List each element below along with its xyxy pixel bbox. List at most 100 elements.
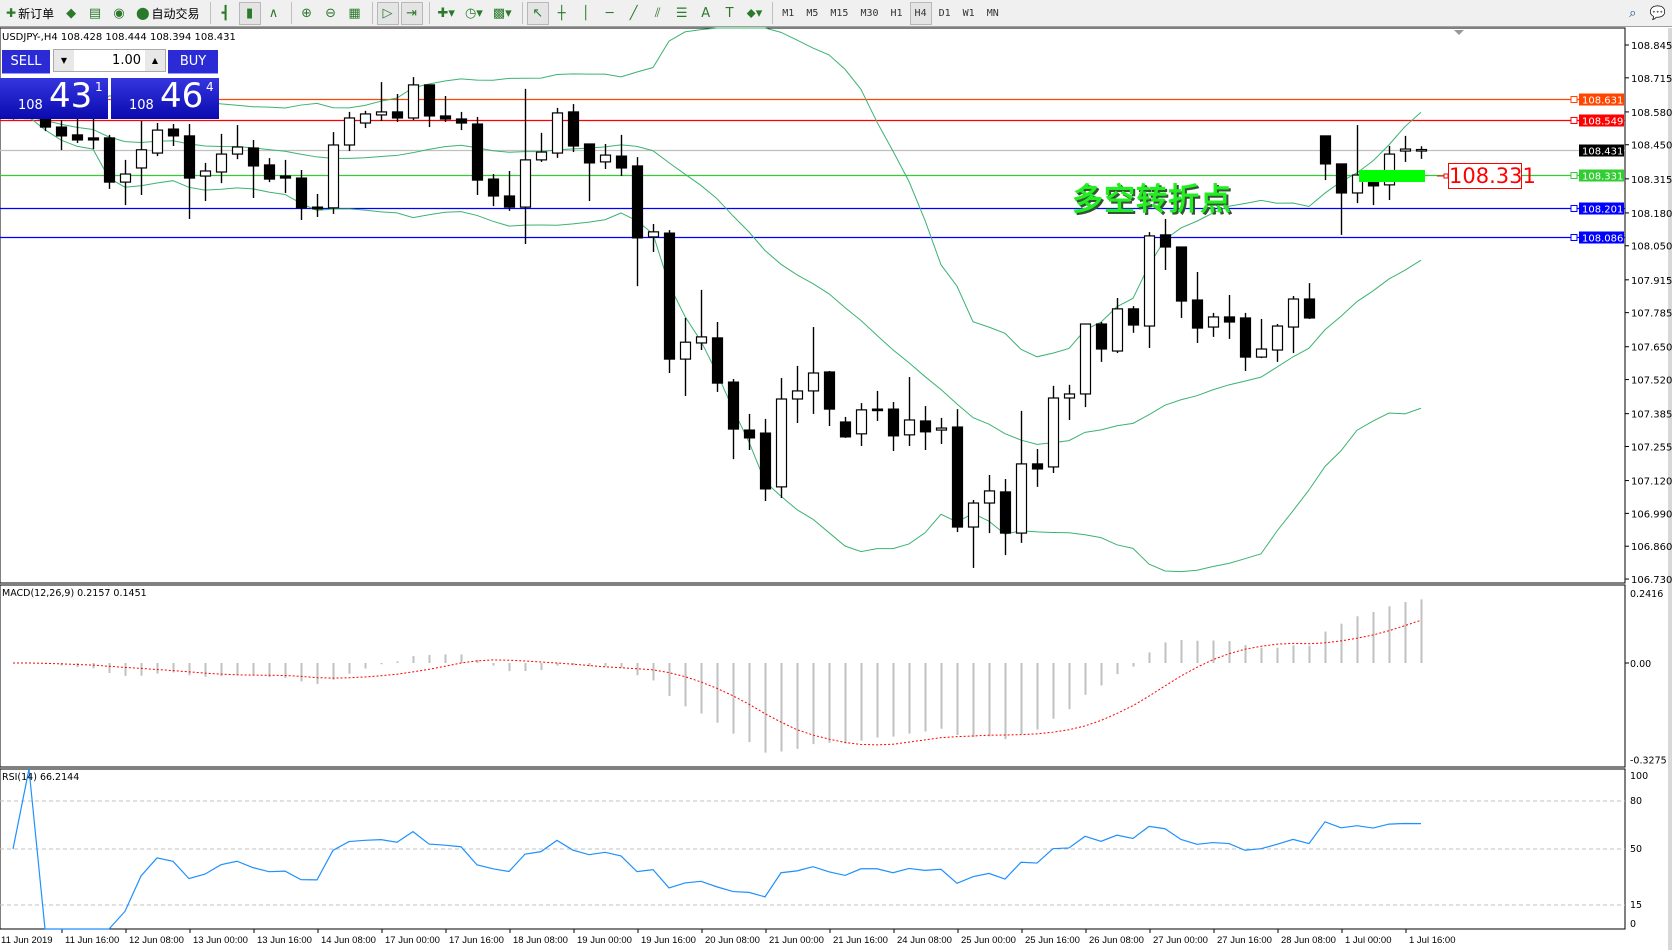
timeframe-m1[interactable]: M1: [782, 7, 795, 19]
candle-body: [1271, 325, 1284, 351]
timeframe-h4[interactable]: H4: [909, 1, 932, 25]
price-tick-label: 107.915: [1631, 276, 1672, 287]
lot-decrease-button[interactable]: ▼: [54, 50, 74, 71]
tile-windows-icon[interactable]: ▦: [344, 2, 366, 25]
templates-icon[interactable]: ▩▾: [489, 2, 516, 25]
fibonacci-icon[interactable]: ☰: [671, 2, 693, 25]
candle: [167, 124, 180, 146]
candle: [1303, 283, 1316, 319]
candle: [1159, 218, 1172, 270]
chart-annotation-text[interactable]: 多空转折点: [1072, 182, 1232, 218]
buy-price-pips: 46: [160, 78, 204, 116]
chat-icon[interactable]: 💬: [1649, 5, 1666, 21]
price-label-annotation[interactable]: 108.331: [1448, 163, 1536, 189]
bar-chart-icon[interactable]: ┫: [215, 2, 237, 25]
time-label: 19 Jun 16:00: [641, 935, 696, 946]
timeframe-h1[interactable]: H1: [890, 7, 903, 19]
new-order-icon: ✚: [6, 6, 17, 20]
candle: [535, 132, 548, 162]
timeframe-d1[interactable]: D1: [938, 7, 951, 19]
time-label: 25 Jun 00:00: [961, 935, 1016, 946]
candle: [1239, 312, 1252, 371]
timeframe-mn[interactable]: MN: [986, 7, 999, 19]
candle-body: [1143, 235, 1156, 327]
price-tick-label: 108.715: [1631, 74, 1672, 85]
candlestick-chart-icon[interactable]: ▮: [238, 1, 261, 25]
candle: [215, 133, 228, 184]
candle-body: [967, 502, 980, 528]
candle-body: [55, 126, 68, 137]
periods-icon[interactable]: ◷▾: [461, 2, 487, 25]
candle: [103, 134, 116, 189]
candle-body: [503, 195, 516, 208]
price-level-label-bg: [1579, 202, 1624, 215]
lot-size-field[interactable]: ▼ 1.00 ▲: [53, 49, 166, 72]
lot-increase-button[interactable]: ▲: [145, 50, 165, 71]
candle-body: [311, 206, 324, 210]
text-label-icon: T: [725, 5, 734, 21]
candle-body: [407, 84, 420, 119]
time-label: 28 Jun 08:00: [1281, 935, 1336, 946]
timeframe-m15[interactable]: M15: [830, 7, 849, 19]
zoom-out-icon: ⊖: [325, 5, 336, 21]
sell-price[interactable]: 108 43 1: [0, 78, 108, 119]
zoom-in-icon[interactable]: ⊕: [296, 2, 318, 25]
time-label: 20 Jun 08:00: [705, 935, 760, 946]
candle: [151, 123, 164, 157]
buy-price[interactable]: 108 46 4: [111, 78, 219, 119]
search-icon[interactable]: ⌕: [1629, 5, 1637, 21]
new-order-button[interactable]: ✚ 新订单: [2, 2, 58, 25]
macd-header: MACD(12,26,9) 0.2157 0.1451: [2, 588, 147, 599]
candle-body: [535, 151, 548, 161]
price-tick-label: 107.385: [1631, 410, 1672, 421]
macd-tick-label: -0.3275: [1630, 755, 1667, 766]
candle-body: [823, 371, 836, 410]
rsi-tick-label: 0: [1630, 919, 1636, 930]
price-tick-label: 108.180: [1631, 209, 1672, 220]
text-label-icon[interactable]: T: [719, 2, 741, 25]
arrows-icon[interactable]: ⬥▾: [743, 2, 767, 25]
auto-scroll-icon[interactable]: ▷: [376, 1, 399, 25]
indicators-icon[interactable]: ✚▾: [434, 2, 459, 25]
candle-body: [1351, 174, 1364, 194]
candle: [695, 289, 708, 351]
buy-button[interactable]: BUY: [168, 50, 218, 74]
trendline-icon: ╱: [629, 5, 638, 21]
sell-price-prefix: 108: [18, 98, 43, 113]
sell-button[interactable]: SELL: [2, 50, 50, 74]
text-icon: A: [701, 5, 711, 21]
candle: [1015, 410, 1028, 543]
toolbar-separator: [371, 2, 373, 24]
candle-body: [487, 178, 500, 197]
chart-shift-icon[interactable]: ⇥: [400, 1, 423, 25]
timeframe-w1[interactable]: W1: [962, 7, 975, 19]
channel-icon[interactable]: ⫽: [647, 2, 669, 25]
zoom-out-icon[interactable]: ⊖: [320, 2, 342, 25]
lot-size-input[interactable]: 1.00: [112, 53, 141, 68]
candle: [1287, 295, 1300, 354]
timeframe-m30[interactable]: M30: [860, 7, 879, 19]
timeframe-m5[interactable]: M5: [806, 7, 819, 19]
candle: [631, 157, 644, 287]
candle: [231, 125, 244, 160]
candle-body: [167, 128, 180, 137]
time-label: 14 Jun 08:00: [321, 935, 376, 946]
horizontal-line-icon[interactable]: ─: [599, 2, 621, 25]
cursor-icon[interactable]: ↖: [526, 1, 549, 25]
rsi-tick-label: 80: [1630, 796, 1642, 807]
price-level-label: 108.201: [1582, 205, 1623, 216]
signals-icon[interactable]: ◉: [108, 2, 130, 25]
candle: [311, 193, 324, 217]
text-icon[interactable]: A: [695, 2, 717, 25]
crosshair-icon[interactable]: ┼: [551, 2, 573, 25]
candle: [1191, 271, 1204, 343]
navigator-icon[interactable]: ▤: [84, 2, 106, 25]
market-watch-icon[interactable]: ◆: [60, 2, 82, 25]
line-chart-icon[interactable]: ∧: [263, 2, 285, 25]
candle: [743, 413, 756, 451]
auto-trading-button[interactable]: ⬤ 自动交易: [132, 2, 203, 25]
vertical-line-icon[interactable]: │: [575, 2, 597, 25]
candle-body: [87, 137, 100, 141]
trendline-icon[interactable]: ╱: [623, 2, 645, 25]
